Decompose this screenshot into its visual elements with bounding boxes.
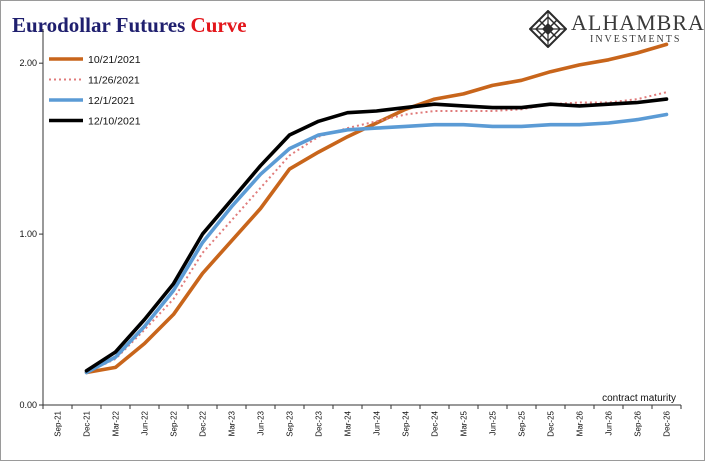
title-accent: Curve: [190, 13, 247, 37]
x-tick-label: Dec-24: [431, 410, 440, 436]
x-tick-label: Sep-25: [518, 410, 527, 436]
chart-axes: 0.00 1.00 2.00 Sep-21 Dec-21 Mar-22 Jun-22 Sep-…: [19, 29, 682, 437]
x-tick-label: Dec-25: [547, 410, 556, 436]
x-tick-label: Mar-22: [112, 410, 121, 436]
legend-label: 12/10/2021: [88, 116, 141, 128]
series-line: [84, 97, 669, 373]
series-line: [84, 42, 669, 375]
x-tick-label: Sep-23: [286, 410, 295, 436]
y-tick-label: 1.00: [19, 229, 37, 239]
x-tick-label: Dec-22: [199, 410, 208, 436]
legend-label: 12/1/2021: [88, 95, 135, 107]
y-tick-label: 2.00: [19, 58, 37, 68]
title-main: Eurodollar Futures: [12, 13, 186, 37]
x-tick-label: Jun-23: [257, 410, 266, 435]
x-tick-label: Jun-24: [373, 410, 382, 435]
logo-name: ALHAMBRA: [571, 10, 705, 35]
y-tick-label: 0.00: [19, 400, 37, 410]
x-tick-label: Jun-26: [605, 410, 614, 435]
x-tick-label: Sep-24: [402, 410, 411, 436]
x-tick-label: Dec-23: [315, 410, 324, 436]
series-line: [86, 91, 667, 374]
x-tick-label: Jun-25: [489, 410, 498, 435]
x-tick-label: Sep-22: [170, 410, 179, 436]
legend-label: 11/26/2021: [88, 75, 140, 87]
logo-subtitle: INVESTMENTS: [590, 34, 682, 45]
alhambra-logo: ALHAMBRA INVESTMENTS: [527, 8, 704, 50]
chart-series: [84, 42, 669, 375]
x-tick-label: Mar-24: [344, 410, 353, 436]
x-tick-label: Dec-26: [663, 410, 672, 436]
series-line: [84, 112, 669, 375]
legend-label: 10/21/2021: [88, 54, 141, 66]
x-axis-label: contract maturity: [602, 393, 676, 404]
diamond-lattice-icon: [529, 10, 567, 48]
x-tick-label: Sep-21: [54, 410, 63, 436]
x-tick-label: Mar-25: [460, 410, 469, 436]
x-tick-label: Sep-26: [634, 410, 643, 436]
x-tick-label: Mar-23: [228, 410, 237, 436]
x-tick-label: Jun-22: [141, 410, 150, 435]
x-tick-label: Mar-26: [576, 410, 585, 436]
chart-legend: 10/21/2021 11/26/2021 12/1/2021 12/10/2021: [49, 54, 141, 128]
chart-title: Eurodollar Futures Curve: [12, 13, 247, 38]
x-tick-label: Dec-21: [83, 410, 92, 436]
